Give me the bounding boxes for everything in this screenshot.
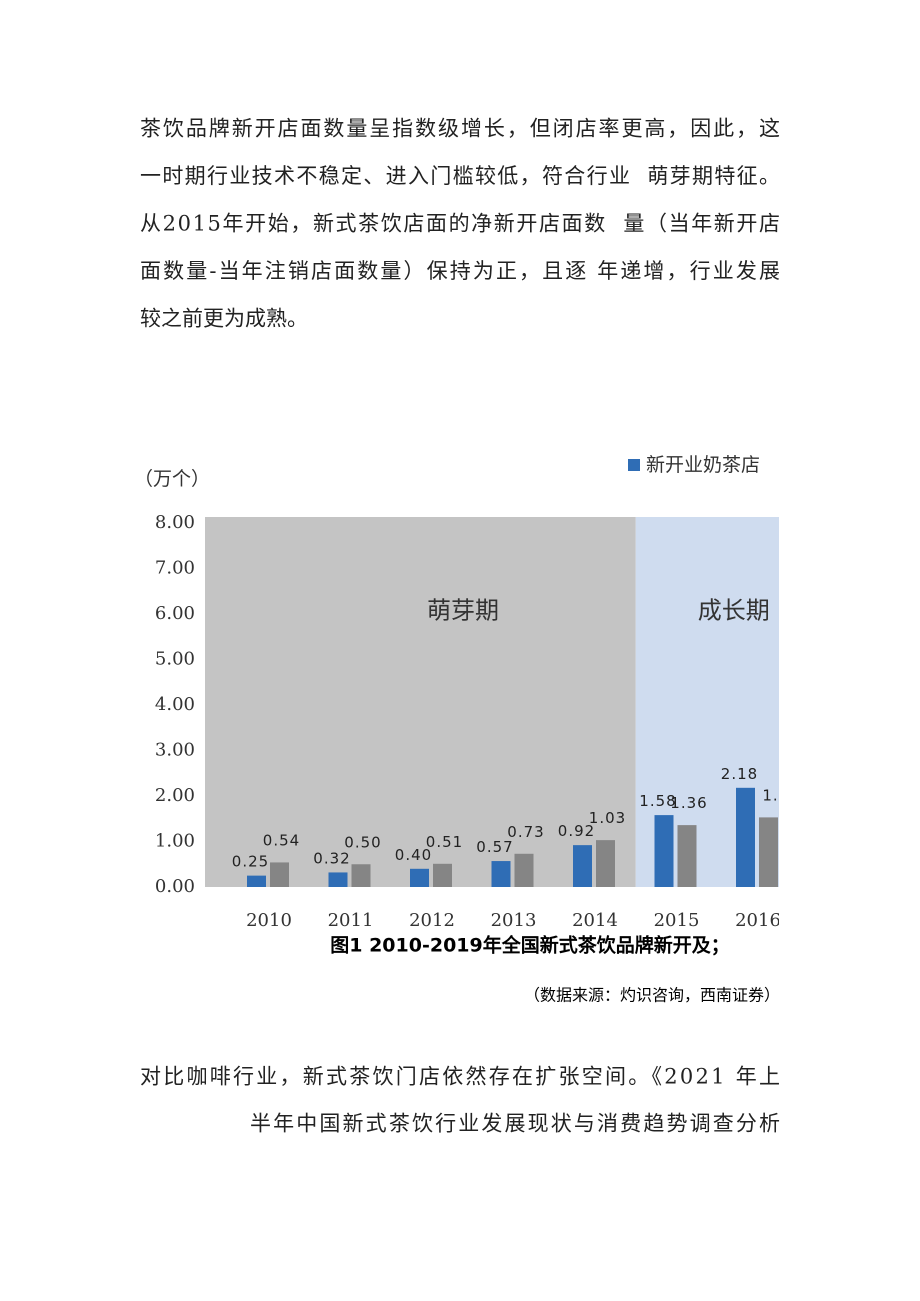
y-tick-label: 8.00	[155, 512, 195, 533]
data-label: 1.36	[670, 794, 707, 812]
text-line: 面数量-当年注销店面数量）保持为正，且逐 年递增，行业发展	[140, 259, 780, 283]
text-line: 从2015年开始，新式茶饮店面的净新开店面数 量（当年新开店	[140, 212, 780, 236]
period-zone	[205, 517, 636, 887]
bar	[736, 787, 755, 887]
x-tick-label: 2014	[572, 910, 618, 931]
data-label: 0.54	[263, 831, 300, 849]
text-line: 茶饮品牌新开店面数量呈指数级增长，但闭店率更高，因此，这	[140, 117, 780, 141]
y-tick-label: 4.00	[155, 694, 195, 715]
bar	[514, 853, 534, 887]
data-label: 0.50	[344, 833, 381, 851]
data-label: 1.03	[589, 809, 626, 827]
text-line: 较之前更为成熟。	[140, 307, 308, 331]
bar	[328, 872, 348, 887]
source: （数据来源：灼识咨询，西南证券）	[524, 986, 780, 1005]
bar	[759, 817, 778, 887]
x-tick-label: 2015	[654, 910, 700, 931]
x-tick-label: 2016	[735, 910, 781, 931]
bar	[677, 825, 697, 887]
data-label: 0.51	[426, 833, 463, 851]
y-tick-label: 7.00	[155, 558, 195, 579]
y-tick-label: 2.00	[155, 785, 195, 806]
bar	[270, 862, 289, 887]
x-tick-label: 2012	[409, 910, 455, 931]
data-label: 0.57	[476, 838, 513, 856]
data-label: 0.40	[395, 846, 432, 864]
data-label: 0.32	[313, 849, 350, 867]
data-label: 2.18	[721, 765, 758, 783]
bar	[410, 868, 429, 887]
legend-swatch	[628, 459, 640, 471]
period-label: 萌芽期	[427, 597, 499, 625]
text-line: 一时期行业技术不稳定、进入门槛较低，符合行业 萌芽期特征。	[140, 164, 780, 188]
bar	[654, 815, 674, 887]
data-label: 0.92	[558, 822, 595, 840]
bar	[596, 840, 615, 887]
y-unit: （万个）	[134, 468, 210, 490]
text-line: 对比咖啡行业，新式茶饮门店依然存在扩张空间。《2021 年上	[140, 1065, 780, 1089]
x-tick-label: 2010	[246, 910, 292, 931]
text-line: 半年中国新式茶饮行业发展现状与消费趋势调查分析	[250, 1112, 780, 1136]
y-tick-label: 1.00	[155, 831, 195, 852]
bar	[433, 863, 452, 887]
bar	[573, 845, 592, 887]
y-tick-label: 3.00	[155, 740, 195, 761]
data-label: 0.25	[232, 853, 269, 871]
data-label: 1.58	[639, 792, 676, 810]
data-label: 1.	[762, 786, 778, 804]
paragraph: 茶饮品牌新开店面数量呈指数级增长，但闭店率更高，因此，这一时期行业技术不稳定、进…	[140, 117, 780, 331]
bar	[247, 875, 266, 887]
x-tick-label: 2011	[328, 910, 374, 931]
legend-label: 新开业奶茶店	[646, 454, 760, 476]
x-tick-label: 2013	[491, 910, 537, 931]
paragraph: 对比咖啡行业，新式茶饮门店依然存在扩张空间。《2021 年上半年中国新式茶饮行业…	[140, 1065, 780, 1136]
y-tick-label: 0.00	[155, 876, 195, 897]
y-tick-label: 5.00	[155, 649, 195, 670]
bar	[491, 861, 511, 887]
chart: 萌芽期 成长期 2010 2011 2012 2013 2014 2015 2016 0.25 0.…	[205, 517, 781, 931]
period-label: 成长期	[698, 597, 770, 625]
y-tick-label: 6.00	[155, 603, 195, 624]
bar	[351, 864, 371, 887]
caption: 图1 2010-2019年全国新式茶饮品牌新开及；	[330, 934, 729, 957]
data-label: 0.73	[507, 823, 544, 841]
